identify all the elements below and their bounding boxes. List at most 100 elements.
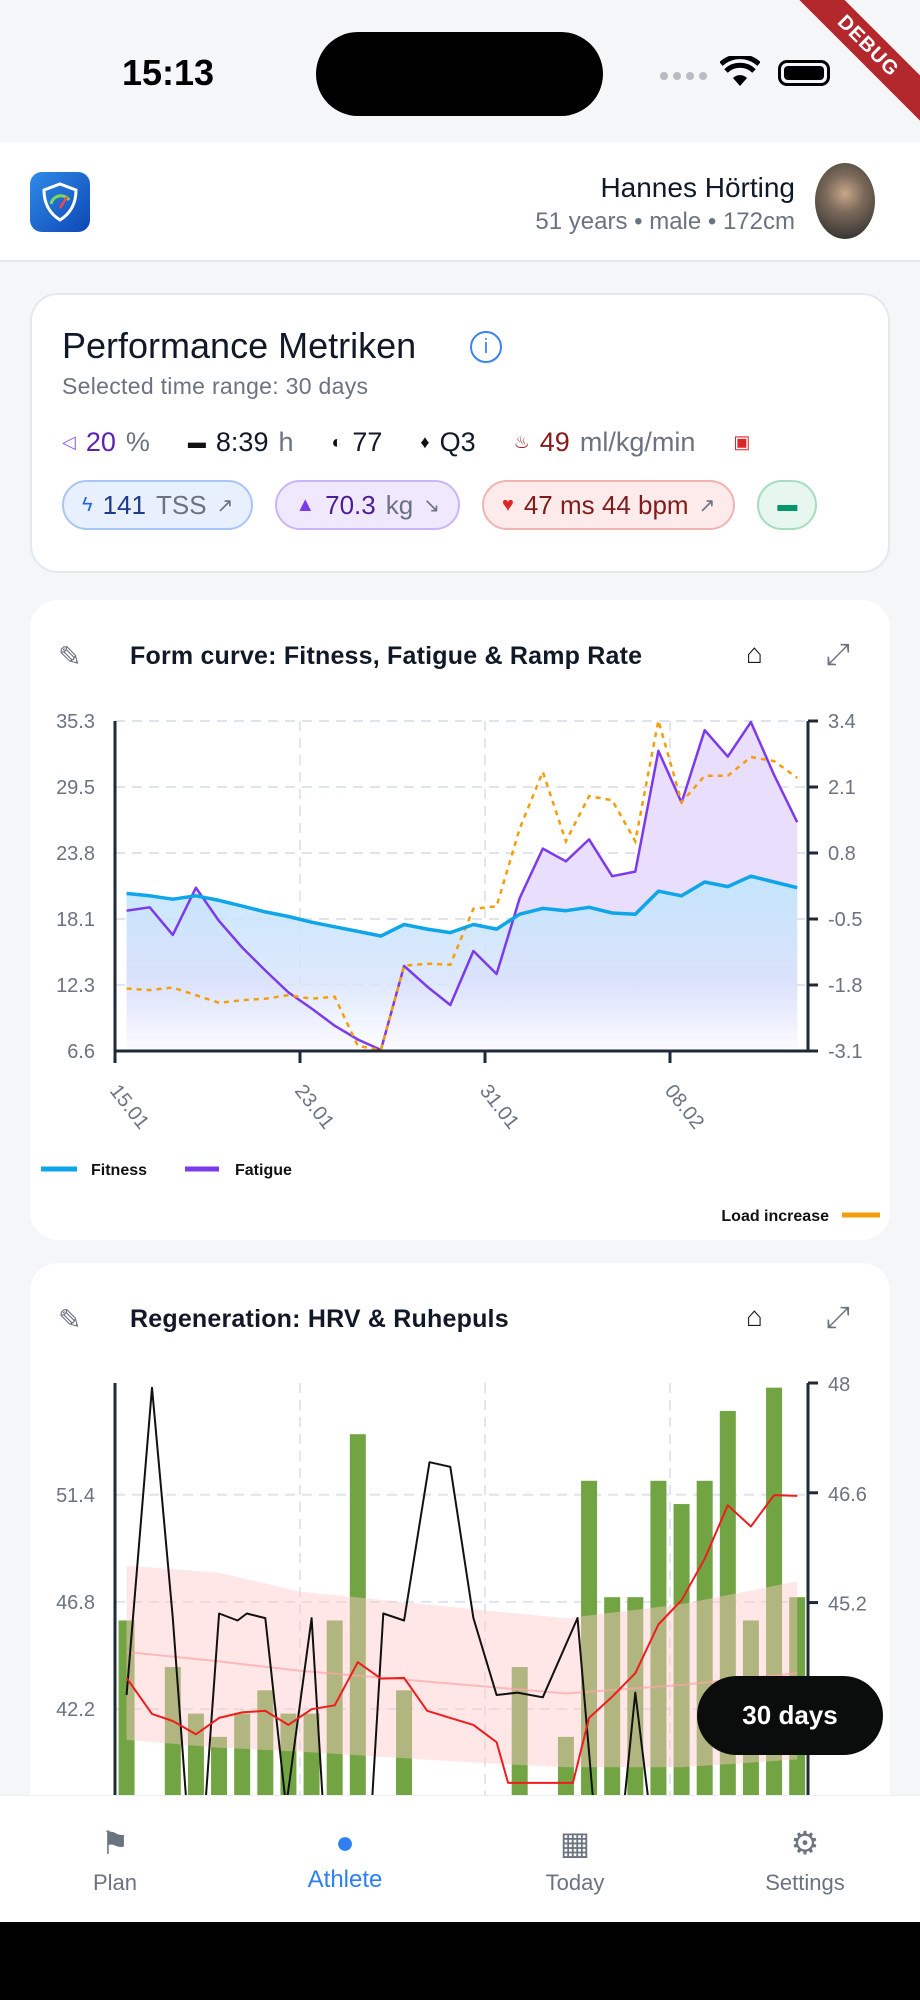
hrv-bar [673, 1504, 690, 1795]
fatigue-line [126, 720, 799, 1052]
flag-icon: ⚑ [100, 1825, 130, 1861]
pill-value: 141 [102, 489, 146, 520]
metric-item[interactable]: ♦ Q3 [420, 427, 475, 458]
trend-down-icon: ↘ [423, 494, 440, 517]
edit-icon[interactable]: ✎ [58, 641, 82, 672]
y-tick-label-right: 2.1 [828, 777, 856, 799]
weight-icon: ▲ [295, 493, 316, 516]
metric-item[interactable]: ◁ 20% [62, 427, 150, 458]
time-range-button[interactable]: 30 days [697, 1676, 883, 1755]
hrv-line [125, 1386, 649, 1795]
battery-icon: ▬ [777, 493, 798, 516]
y-tick-label-right: 48 [828, 1374, 850, 1396]
person-icon: ● [335, 1824, 355, 1860]
moon-icon: ◐ [331, 432, 343, 452]
y-tick-label-left: 35.3 [56, 711, 95, 733]
hrv-bar [557, 1736, 574, 1795]
nav-plan[interactable]: ⚑ Plan [25, 1796, 205, 1923]
nav-athlete[interactable]: ● Athlete [255, 1796, 435, 1923]
hrv-bar [211, 1736, 228, 1795]
legend-load-label: Load increase [721, 1208, 829, 1225]
load-increase-line [126, 720, 798, 1052]
nav-label: Plan [92, 1870, 138, 1895]
triangle-icon: ◁ [62, 432, 76, 452]
signal-icon [660, 72, 707, 80]
lungs-icon: ♨ [513, 432, 530, 452]
fitness-line [126, 874, 798, 938]
y-tick-label-left: 42.2 [56, 1699, 95, 1721]
pill-value: 70.3 [325, 489, 376, 520]
edit-icon[interactable]: ✎ [58, 1304, 82, 1335]
resting-hr-baseline [126, 1651, 798, 1695]
metric-unit: % [125, 427, 150, 457]
expand-icon[interactable]: ⤢ [826, 1301, 850, 1334]
diamond-icon: ♦ [420, 432, 430, 452]
expand-icon[interactable]: ⤢ [826, 638, 850, 671]
y-tick-label-right: 45.2 [828, 1594, 867, 1616]
metric-value: 49 [539, 427, 570, 457]
legend-fatigue-label: Fatigue [235, 1162, 292, 1179]
y-tick-label-right: -1.8 [828, 975, 862, 997]
y-tick-label-left: 51.4 [56, 1485, 95, 1507]
x-tick-label: 08.02 [660, 1081, 708, 1134]
hrv-bar [280, 1713, 297, 1795]
nav-settings[interactable]: ⚙ Settings [715, 1796, 895, 1923]
nav-label: Athlete [307, 1866, 383, 1893]
y-tick-label-right: 46.6 [828, 1484, 867, 1506]
y-tick-label-left: 46.8 [56, 1592, 95, 1614]
battery-icon [778, 60, 830, 86]
performance-card: Performance Metriken i Selected time ran… [30, 293, 890, 573]
avatar[interactable] [815, 163, 875, 239]
y-tick-label-left: 29.5 [56, 777, 95, 799]
metric-item[interactable]: ♨ 49 ml/kg/min [514, 427, 696, 458]
calendar-icon: ▦ [559, 1825, 591, 1861]
metric-pill[interactable]: ϟ 141 TSS ↗ [62, 480, 254, 530]
x-tick-label: 23.01 [290, 1081, 338, 1134]
hrv-bar [164, 1667, 181, 1795]
metric-pill[interactable]: ▲ 70.3 kg ↘ [275, 480, 460, 530]
metric-item[interactable]: ◐ 77 [332, 427, 383, 458]
hrv-bar [650, 1480, 667, 1795]
app-logo[interactable] [30, 172, 90, 232]
hrv-bar [257, 1690, 274, 1795]
info-icon[interactable]: i [470, 331, 502, 363]
hrv-bar [326, 1620, 343, 1795]
y-tick-label-right: -3.1 [828, 1041, 862, 1063]
y-tick-label-right: 0.8 [828, 843, 856, 865]
legend-fitness-label: Fitness [91, 1162, 147, 1179]
y-tick-label-right: 3.4 [828, 711, 856, 733]
x-tick-label: 15.01 [105, 1081, 153, 1134]
metric-value: 77 [352, 427, 383, 457]
home-icon[interactable]: ⌂ [746, 1301, 763, 1332]
y-tick-label-left: 23.8 [56, 843, 95, 865]
metric-pill[interactable]: ♥ 47 ms 44 bpm ↗ [481, 480, 736, 530]
bed-icon: ▬ [187, 432, 206, 452]
nav-label: Settings [765, 1870, 845, 1895]
metric-item[interactable]: ▣ [733, 432, 750, 453]
metric-item[interactable]: ▬ 8:39 h [188, 427, 294, 458]
trend-up-icon: ↗ [698, 494, 716, 517]
trend-up-icon: ↗ [216, 494, 234, 517]
y-tick-label-left: 12.3 [56, 975, 95, 997]
metric-pill[interactable]: ▬ [757, 480, 818, 530]
app-header: Hannes Hörting 51 years • male • 172cm [0, 142, 920, 262]
hrv-bar [303, 1713, 320, 1795]
metric-value: 8:39 [215, 427, 269, 457]
wifi-icon [720, 56, 760, 86]
clock: 15:13 [122, 52, 215, 93]
pill-unit: kg [385, 489, 414, 520]
nav-today[interactable]: ▦ Today [485, 1796, 665, 1923]
content-scroll[interactable]: Performance Metriken i Selected time ran… [0, 264, 920, 1795]
status-bar: 15:13 DEBUG [0, 0, 920, 142]
form-curve-chart[interactable]: 35.3 3.4 29.5 2.1 23.8 0.8 18.1 -0.5 12.3 -1.8 6.6… [30, 600, 890, 1240]
metric-value: 20 [85, 427, 116, 457]
card-title: Performance Metriken [62, 325, 417, 366]
home-icon[interactable]: ⌂ [746, 638, 763, 669]
dynamic-island [316, 32, 603, 116]
y-tick-label-right: -0.5 [828, 909, 862, 931]
heart-icon: ♥ [501, 493, 514, 516]
chart-title: Regeneration: HRV & Ruhepuls [130, 1305, 509, 1333]
pills-row[interactable]: ϟ 141 TSS ↗ ▲ 70.3 kg ↘ ♥ 47 ms 44 bpm ↗ ▬ [62, 480, 862, 540]
bottom-nav: ⚑ Plan ● Athlete ▦ Today ⚙ Settings [0, 1795, 920, 1922]
metrics-row[interactable]: ◁ 20% ▬ 8:39 h ◐ 77 ♦ Q3 ♨ 49 ml/kg/min ▣ [62, 427, 862, 467]
